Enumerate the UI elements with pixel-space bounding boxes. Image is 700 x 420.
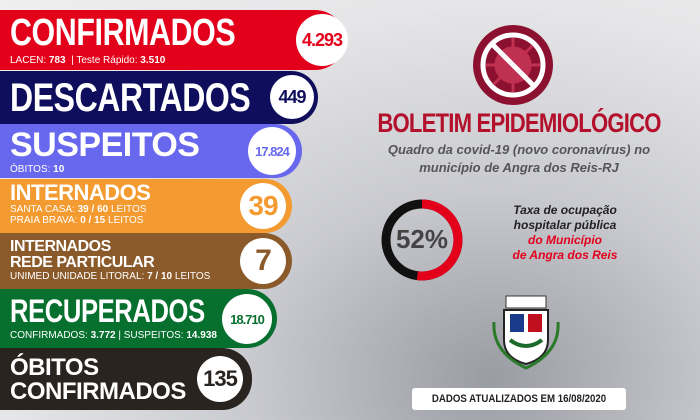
internados-title: INTERNADOS	[10, 180, 151, 205]
suspeitos-title: SUSPEITOS	[10, 126, 200, 164]
recuperados-title: RECUPERADOS	[10, 293, 205, 329]
particular-title-2: REDE PARTICULAR	[10, 254, 155, 271]
recuperados-count: 18.710	[222, 294, 272, 344]
descartados-title: DESCARTADOS	[10, 76, 251, 120]
confirmados-card: CONFIRMADOS LACEN: 783 | Teste Rápido: 3…	[0, 10, 345, 70]
updated-date-text: DADOS ATUALIZADOS EM 16/08/2020	[431, 393, 607, 405]
recuperados-breakdown: CONFIRMADOS: 3.772 | SUSPEITOS: 14.938	[10, 330, 217, 341]
suspeitos-obitos: ÓBITOS: 10	[10, 164, 65, 175]
obitos-title-1: ÓBITOS	[10, 354, 99, 381]
internados-card: INTERNADOS SANTA CASA: 39 / 60 LEITOS PR…	[0, 179, 292, 233]
donut-fill	[381, 199, 463, 281]
no-virus-icon	[473, 25, 553, 105]
coat-of-arms-icon	[492, 295, 560, 370]
particular-count: 7	[240, 238, 286, 284]
suspeitos-count: 17.824	[248, 127, 296, 175]
obitos-count: 135	[197, 356, 243, 402]
internados-praia-brava: PRAIA BRAVA: 0 / 15 LEITOS	[10, 215, 144, 226]
occupancy-percent: 52%	[395, 224, 449, 254]
bulletin-title: BOLETIM EPIDEMIOLÓGICO	[377, 108, 661, 138]
descartados-card: DESCARTADOS	[0, 71, 318, 124]
confirmados-count: 4.293	[296, 14, 348, 66]
particular-title-1: INTERNADOS	[10, 238, 111, 255]
descartados-count: 449	[270, 75, 314, 119]
occupancy-donut	[381, 199, 463, 281]
bulletin-subtitle-1: Quadro da covid-19 (novo coronavírus) no	[387, 142, 651, 157]
confirmados-breakdown: LACEN: 783 | Teste Rápido: 3.510	[10, 55, 166, 66]
updated-date: DADOS ATUALIZADOS EM 16/08/2020	[412, 388, 626, 410]
obitos-title-2: CONFIRMADOS	[10, 378, 186, 405]
internados-santa-casa: SANTA CASA: 39 / 60 LEITOS	[10, 204, 147, 215]
confirmados-title: CONFIRMADOS	[10, 12, 236, 54]
occupancy-text: Taxa de ocupação hospitalar pública do M…	[512, 203, 618, 262]
bulletin-subtitle-2: município de Angra dos Reis-RJ	[419, 160, 619, 175]
internados-count: 39	[240, 183, 286, 229]
particular-unimed: UNIMED UNIDADE LITORAL: 7 / 10 LEITOS	[10, 271, 211, 282]
